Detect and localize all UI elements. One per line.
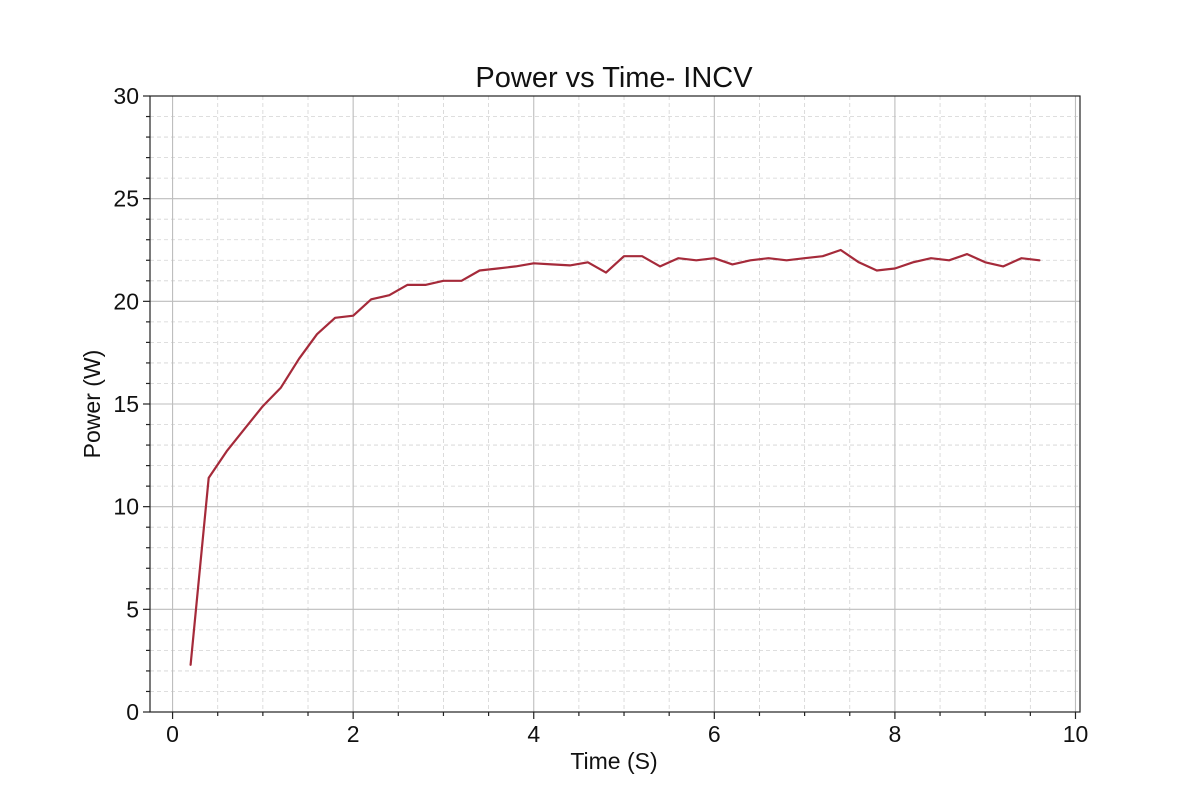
y-tick-label: 0: [126, 699, 139, 725]
chart-title: Power vs Time- INCV: [475, 62, 753, 94]
y-tick-label: 20: [113, 288, 139, 314]
x-tick-label: 2: [347, 721, 360, 747]
series-layer: [189, 248, 1041, 666]
y-axis-label: Power (W): [79, 350, 105, 459]
tick-labels: 0 2 4 6 8 10 0 5 10 15 20 25 30: [113, 83, 1088, 747]
x-tick-label: 0: [166, 721, 179, 747]
x-axis-label: Time (S): [570, 748, 657, 774]
x-tick-label: 6: [708, 721, 721, 747]
y-tick-label: 5: [126, 596, 139, 622]
x-tick-label: 10: [1063, 721, 1089, 747]
y-tick-label: 25: [113, 186, 139, 212]
major-grid: [150, 95, 1080, 713]
power-series-line: [189, 248, 1041, 666]
x-tick-label: 4: [527, 721, 540, 747]
y-tick-label: 30: [113, 83, 139, 109]
y-tick-label: 10: [113, 494, 139, 520]
y-tick-label: 15: [113, 391, 139, 417]
axis-ticks: [143, 95, 1077, 719]
x-tick-label: 8: [889, 721, 902, 747]
